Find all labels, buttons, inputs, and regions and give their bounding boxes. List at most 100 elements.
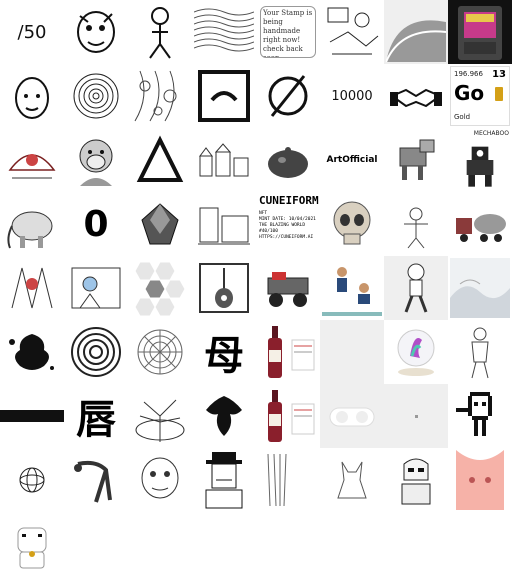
tile-fraction-50[interactable]: /50 xyxy=(0,0,64,64)
tile-handshake[interactable] xyxy=(384,64,448,128)
tile-skull[interactable] xyxy=(320,192,384,256)
tile-tanker-truck[interactable] xyxy=(448,192,512,256)
tile-black-bar[interactable] xyxy=(0,384,64,448)
tile-guitar[interactable] xyxy=(192,256,256,320)
tile-figure-drawing[interactable] xyxy=(448,320,512,384)
tile-kanji-lips[interactable]: 唇 xyxy=(64,384,128,448)
tile-tree-sketch[interactable] xyxy=(128,384,192,448)
tile-toggle-pills[interactable] xyxy=(320,384,384,448)
tile-monster-truck[interactable] xyxy=(256,256,320,320)
spiral-icon xyxy=(73,73,119,119)
tile-spiral-sketch[interactable] xyxy=(64,64,128,128)
tile-rorschach[interactable] xyxy=(192,384,256,448)
game-cartridge-icon xyxy=(458,6,502,60)
framed-arc-icon xyxy=(198,70,250,122)
tile-mechaboo[interactable]: MECHABOO xyxy=(448,128,512,192)
cuneiform-card: CUNEIFORM NFT MINT DATE: 10/04/2021 THE … xyxy=(257,193,319,255)
cuneiform-line-3: THE BLAZING WORLD xyxy=(259,223,306,228)
figure-sketch-icon xyxy=(404,207,428,249)
figure-drawing-icon xyxy=(471,327,489,379)
tile-street-scene[interactable] xyxy=(192,192,256,256)
artofficial-label: ArtOfficial xyxy=(326,155,378,165)
tile-wolf-sketch[interactable] xyxy=(320,448,384,512)
tile-village-sketch[interactable] xyxy=(192,128,256,192)
guitar-icon xyxy=(199,263,249,313)
tile-tiny-dot[interactable] xyxy=(384,384,448,448)
cuneiform-title: CUNEIFORM xyxy=(259,194,319,207)
tile-wine-bottle[interactable] xyxy=(256,320,320,384)
sketch-ape-icon xyxy=(141,457,179,499)
zero-glyph: 0 xyxy=(83,203,109,245)
wolf-sketch-icon xyxy=(337,461,367,499)
tile-hat-man[interactable] xyxy=(192,448,256,512)
triangle-icon xyxy=(136,135,184,182)
periodic-element-card: 196.966 13 Go Gold xyxy=(450,66,510,126)
tile-action-figures[interactable] xyxy=(320,256,384,320)
tile-ornate-sketch[interactable] xyxy=(0,128,64,192)
tile-walking-figure[interactable] xyxy=(384,256,448,320)
tile-abstract-figure[interactable] xyxy=(0,256,64,320)
tile-spiral-shell[interactable] xyxy=(128,320,192,384)
tile-framed-arc[interactable] xyxy=(192,64,256,128)
tile-wave-lines[interactable] xyxy=(192,0,256,64)
stamp-note-text: Your Stamp is being handmade right now! … xyxy=(260,6,316,58)
spiral-shell-icon xyxy=(137,329,183,375)
tile-ape-sketch[interactable] xyxy=(64,128,128,192)
stormtrooper-icon xyxy=(401,458,431,505)
cuneiform-line-4: #40/100 xyxy=(259,229,278,234)
tile-element-gold[interactable]: 196.966 13 Go Gold xyxy=(448,64,512,128)
wave-lines-icon xyxy=(194,8,254,52)
tile-glass-orb[interactable] xyxy=(384,320,448,384)
tile-empty-set[interactable] xyxy=(256,64,320,128)
tile-floral-sketch[interactable] xyxy=(128,64,192,128)
wire-sphere-icon xyxy=(19,467,45,493)
tile-concentric-rings[interactable] xyxy=(64,320,128,384)
element-mass: 196.966 xyxy=(454,70,483,78)
tile-triangle[interactable] xyxy=(128,128,192,192)
tile-game-cartridge[interactable] xyxy=(448,0,512,64)
tile-ink-blot[interactable] xyxy=(0,320,64,384)
skull-icon xyxy=(333,201,371,245)
tile-kanji-mother[interactable]: 母 xyxy=(192,320,256,384)
ornate-sketch-icon xyxy=(8,154,56,179)
tile-crystal-sculpture[interactable] xyxy=(128,192,192,256)
tile-stick-figure[interactable] xyxy=(128,0,192,64)
tile-number-10000[interactable]: 10000 xyxy=(320,64,384,128)
tile-cuneiform[interactable]: CUNEIFORM NFT MINT DATE: 10/04/2021 THE … xyxy=(256,192,320,256)
hexagon-grid-icon xyxy=(134,261,186,317)
abstract-figure-icon xyxy=(11,267,53,309)
tile-pixel-gunman[interactable] xyxy=(448,384,512,448)
tile-cartoon-scene[interactable] xyxy=(64,256,128,320)
street-scene-icon xyxy=(198,207,250,245)
tile-sketch-ape[interactable] xyxy=(128,448,192,512)
tile-doodle-face[interactable] xyxy=(64,0,128,64)
hat-man-icon xyxy=(205,452,243,509)
tile-sketch-scene[interactable] xyxy=(320,0,384,64)
bald-face-icon xyxy=(15,77,49,119)
tile-lucky-cat[interactable] xyxy=(0,512,64,576)
village-sketch-icon xyxy=(199,143,249,177)
tile-bald-face[interactable] xyxy=(0,64,64,128)
sketch-scene-icon xyxy=(327,7,379,55)
stick-figure-icon xyxy=(149,7,171,59)
tile-figure-sketch[interactable] xyxy=(384,192,448,256)
tile-hatched-lines[interactable] xyxy=(256,448,320,512)
tile-elephant-sketch[interactable] xyxy=(0,192,64,256)
tile-snow-landscape[interactable] xyxy=(448,256,512,320)
tile-wire-sphere[interactable] xyxy=(0,448,64,512)
tile-zero[interactable]: 0 xyxy=(64,192,128,256)
tile-hexagon-grid[interactable] xyxy=(128,256,192,320)
cuneiform-line-5: HTTPS://CUNEIFORM.AI xyxy=(259,235,314,240)
tile-artofficial[interactable]: ArtOfficial xyxy=(320,128,384,192)
tile-stormtrooper[interactable] xyxy=(384,448,448,512)
tile-pink-figure[interactable] xyxy=(448,448,512,512)
tile-grey-curve[interactable] xyxy=(384,0,448,64)
tile-wine-bottle-2[interactable] xyxy=(256,384,320,448)
tile-handwritten-note[interactable]: Your Stamp is being handmade right now! … xyxy=(256,0,320,64)
robot-dog-icon xyxy=(399,139,435,180)
tile-blank-grey[interactable] xyxy=(320,320,384,384)
tile-bending-figure[interactable] xyxy=(64,448,128,512)
tile-blob-creature[interactable] xyxy=(256,128,320,192)
tile-robot-dog[interactable] xyxy=(384,128,448,192)
